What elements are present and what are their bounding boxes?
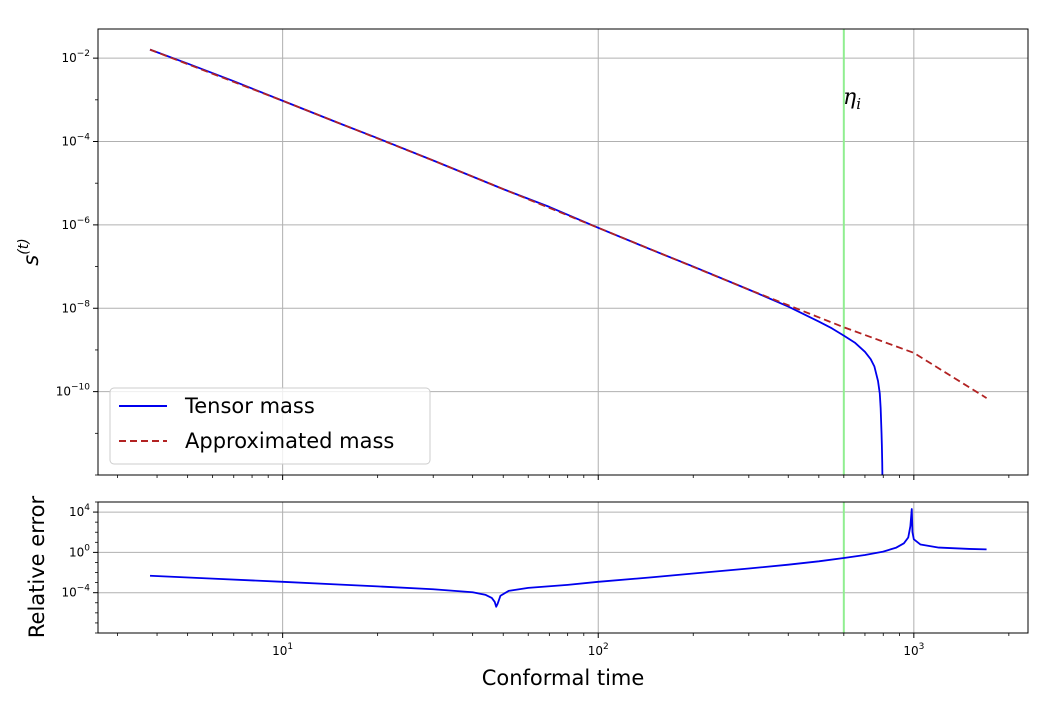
ytick-label: 10−4 [61, 584, 90, 600]
bottom-yticks: 10−4 100 104 [61, 501, 98, 634]
bottom-xticks: 101 102 103 [117, 633, 1010, 658]
ytick-label: 10−4 [61, 133, 90, 149]
ytick-label: 10−8 [61, 299, 90, 315]
ytick-label: 10−2 [61, 49, 90, 65]
top-yticks: 10−10 10−8 10−6 10−4 10−2 [56, 49, 98, 476]
legend-label-tensor: Tensor mass [184, 394, 315, 418]
eta-subscript: i [856, 95, 861, 113]
top-axes-frame [97, 28, 1029, 476]
top-panel: 10−10 10−8 10−6 10−4 10−2 ηi s(t) Tensor mas… [16, 28, 1029, 480]
xtick-label: 103 [903, 642, 924, 658]
top-ylabel: s(t) [16, 238, 43, 265]
ytick-label: 100 [69, 543, 90, 559]
eta-annotation: ηi [843, 85, 861, 113]
ytick-label: 104 [69, 503, 90, 519]
legend-box [109, 387, 431, 465]
bottom-panel: 101 102 103 10−4 100 104 Relative error Conf… [25, 496, 1029, 690]
top-xticks [117, 475, 1010, 480]
top-ylabel-sup: (t) [16, 238, 32, 254]
ytick-label: 10−6 [61, 216, 90, 232]
approximated-mass-line [149, 48, 988, 399]
bottom-xlabel: Conformal time [482, 666, 645, 690]
legend: Tensor mass Approximated mass [109, 387, 431, 465]
xtick-label: 101 [272, 642, 293, 658]
legend-label-approx: Approximated mass [185, 429, 394, 453]
xtick-label: 102 [588, 642, 609, 658]
top-series [149, 48, 988, 475]
bottom-axes-frame [97, 501, 1029, 634]
ytick-label: 10−10 [56, 383, 91, 399]
relative-error-line [149, 508, 987, 608]
bottom-grid [98, 502, 1028, 633]
bottom-series [149, 508, 987, 608]
bottom-ylabel: Relative error [25, 496, 49, 639]
